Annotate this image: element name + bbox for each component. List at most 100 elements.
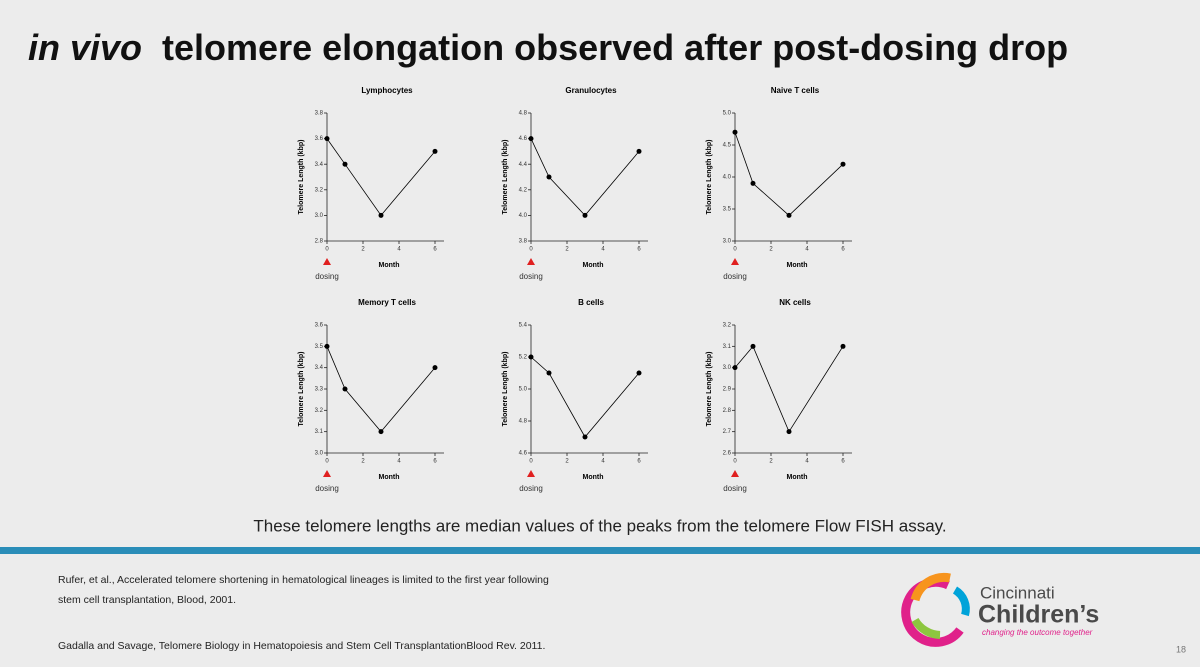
chart: Lymphocytes 2.8 3.0 3.2 3.4 3.6 3.8 0 2 4 6 Month Te… [298, 86, 444, 281]
dosing-marker [323, 258, 331, 265]
x-axis-label: Month [583, 474, 604, 481]
x-tick-label: 4 [805, 459, 809, 465]
y-tick-label: 4.0 [723, 175, 732, 181]
x-axis-label: Month [379, 262, 400, 269]
y-tick-label: 4.6 [519, 451, 528, 457]
y-tick-label: 3.3 [315, 387, 324, 393]
logo-arc [952, 586, 970, 617]
x-tick-label: 0 [733, 459, 737, 465]
data-point [432, 365, 438, 371]
x-tick-label: 6 [841, 247, 845, 253]
x-tick-label: 4 [601, 459, 605, 465]
data-line [530, 356, 640, 438]
data-point [786, 429, 792, 435]
title-italic: in vivo [28, 27, 142, 68]
data-line [530, 138, 640, 217]
data-point [786, 212, 792, 218]
data-point [324, 343, 330, 349]
annotation: dosing [315, 484, 339, 493]
x-tick-label: 0 [325, 459, 329, 465]
y-tick-label: 2.9 [723, 387, 732, 393]
y-tick-label: 3.1 [723, 344, 732, 350]
x-tick-label: 6 [637, 459, 641, 465]
data-line [326, 138, 436, 217]
reference: Gadalla and Savage, Telomere Biology in … [58, 640, 545, 652]
x-tick-label: 0 [529, 247, 533, 253]
x-axis-label: Month [787, 262, 808, 269]
data-point [750, 180, 756, 186]
annotation: dosing [723, 272, 747, 281]
data-point [378, 212, 384, 218]
y-tick-label: 4.8 [519, 111, 528, 117]
y-tick-label: 2.7 [723, 429, 732, 435]
data-point [546, 174, 552, 180]
logo-tagline: changing the outcome together [982, 628, 1093, 637]
y-axis-label: Telomere Length (kbp) [298, 140, 305, 215]
y-tick-label: 3.6 [315, 136, 324, 142]
x-axis-label: Month [583, 262, 604, 269]
x-tick-label: 6 [433, 459, 437, 465]
y-tick-label: 4.8 [519, 419, 528, 425]
data-point [582, 212, 588, 218]
x-tick-label: 0 [733, 247, 737, 253]
logo-arc [910, 572, 951, 602]
chart: B cells 4.6 4.8 5.0 5.2 5.4 0 2 4 6 Month Telomere … [502, 298, 648, 493]
y-tick-label: 4.4 [519, 162, 528, 168]
data-point [528, 354, 534, 360]
y-tick-label: 3.5 [723, 207, 732, 213]
x-tick-label: 6 [841, 459, 845, 465]
x-tick-label: 2 [769, 247, 773, 253]
y-tick-label: 3.8 [519, 239, 528, 245]
annotation: dosing [519, 484, 543, 493]
data-point [840, 161, 846, 167]
y-tick-label: 4.2 [519, 187, 528, 193]
data-point [342, 161, 348, 167]
y-tick-label: 4.5 [723, 143, 732, 149]
data-point [324, 136, 330, 142]
y-tick-label: 3.2 [315, 187, 324, 193]
data-line [326, 346, 436, 433]
x-tick-label: 2 [361, 247, 365, 253]
data-point [840, 343, 846, 349]
y-tick-label: 2.6 [723, 451, 732, 457]
x-tick-label: 6 [433, 247, 437, 253]
x-tick-label: 2 [565, 247, 569, 253]
dosing-marker [731, 258, 739, 265]
chart: Naive T cells 3.0 3.5 4.0 4.5 5.0 0 2 4 6 Month Tel… [706, 86, 852, 281]
chart-title: Memory T cells [358, 298, 416, 307]
annotation: dosing [315, 272, 339, 281]
data-point [636, 148, 642, 154]
y-tick-label: 3.0 [315, 451, 324, 457]
logo: Cincinnati Children’s changing the outco… [901, 572, 1099, 647]
dosing-marker [731, 470, 739, 477]
y-tick-label: 5.0 [723, 111, 732, 117]
y-tick-label: 2.8 [315, 239, 324, 245]
x-tick-label: 2 [769, 459, 773, 465]
logo-name: Cincinnati [980, 583, 1055, 602]
data-point [528, 136, 534, 142]
data-point [636, 370, 642, 376]
logo-name: Children’s [978, 601, 1099, 629]
x-tick-label: 2 [361, 459, 365, 465]
chart: Memory T cells 3.0 3.1 3.2 3.3 3.4 3.5 3.6 0 2 4 6 M… [298, 298, 444, 493]
data-point [732, 365, 738, 371]
x-tick-label: 6 [637, 247, 641, 253]
x-tick-label: 4 [397, 247, 401, 253]
x-tick-label: 4 [805, 247, 809, 253]
y-tick-label: 5.4 [519, 323, 528, 329]
reference: Rufer, et al., Accelerated telomere shor… [58, 574, 549, 586]
y-tick-label: 2.8 [723, 408, 732, 414]
y-tick-label: 3.2 [723, 323, 732, 329]
x-axis-label: Month [379, 474, 400, 481]
y-tick-label: 3.5 [315, 344, 324, 350]
data-point [546, 370, 552, 376]
chart: Granulocytes 3.8 4.0 4.2 4.4 4.6 4.8 0 2 4 6 Month T… [502, 86, 648, 281]
data-point [750, 343, 756, 349]
x-axis-label: Month [787, 474, 808, 481]
chart-title: NK cells [779, 298, 811, 307]
title-rest: telomere elongation observed after post-… [162, 27, 1068, 68]
data-point [342, 386, 348, 392]
data-line [734, 132, 844, 216]
y-tick-label: 3.2 [315, 408, 324, 414]
